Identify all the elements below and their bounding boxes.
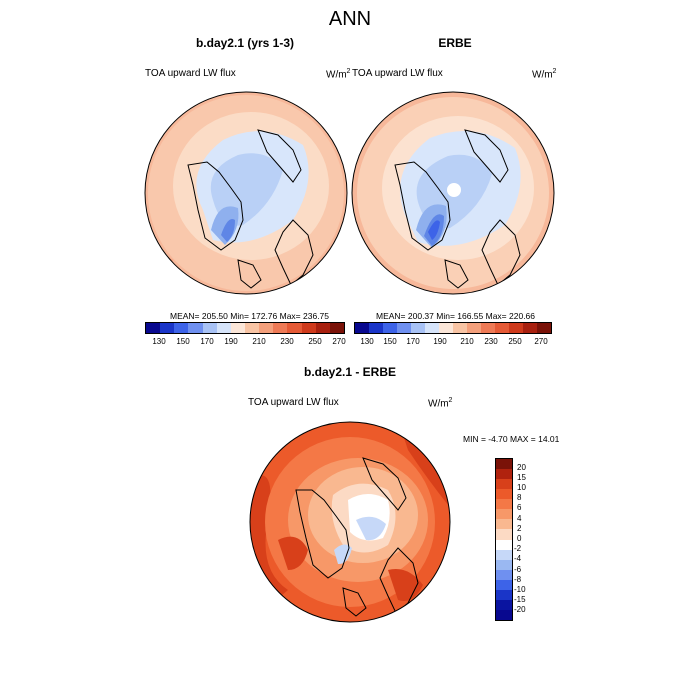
colorbar-swatch xyxy=(496,589,512,600)
colorbar-label: -20 xyxy=(514,605,526,614)
colorbar-swatch xyxy=(160,323,175,333)
colorbar-label: 2 xyxy=(517,524,522,533)
colorbar-swatch xyxy=(496,549,512,560)
colorbar-swatch xyxy=(244,323,260,333)
colorbar-swatch xyxy=(355,323,369,333)
colorbar-label: 170 xyxy=(200,337,214,346)
colorbar-swatch xyxy=(453,323,467,333)
colorbar-label: -10 xyxy=(514,585,526,594)
colorbar-swatch xyxy=(383,323,397,333)
colorbar-swatch xyxy=(481,323,495,333)
colorbar-label: 10 xyxy=(517,483,526,492)
colorbar-swatch xyxy=(496,599,512,610)
colorbar-label: -2 xyxy=(514,544,522,553)
colorbar-swatch xyxy=(411,323,425,333)
colorbar-label: 6 xyxy=(517,503,522,512)
colorbar-label: -8 xyxy=(514,575,522,584)
panel-2-variable: TOA upward LW flux xyxy=(352,68,443,79)
panel-2-units: W/m2 xyxy=(532,68,557,81)
colorbar-label: 230 xyxy=(484,337,498,346)
colorbar-swatch xyxy=(397,323,411,333)
panel-1-units: W/m2 xyxy=(326,68,351,81)
colorbar-swatch xyxy=(496,579,512,590)
colorbar-label: 150 xyxy=(383,337,397,346)
colorbar-swatch xyxy=(496,529,512,540)
colorbar-swatch xyxy=(496,499,512,510)
colorbar-label: 210 xyxy=(460,337,474,346)
colorbar-swatch xyxy=(523,323,537,333)
panel-1-map xyxy=(144,91,348,295)
colorbar-label: 250 xyxy=(308,337,322,346)
colorbar-swatch xyxy=(287,323,302,333)
colorbar-swatch xyxy=(496,539,512,550)
colorbar-label: 130 xyxy=(152,337,166,346)
colorbar-label: 250 xyxy=(508,337,522,346)
page-title: ANN xyxy=(328,8,372,30)
panel-2-stats: MEAN= 200.37 Min= 166.55 Max= 220.66 xyxy=(376,311,536,321)
panel-2-title: ERBE xyxy=(438,36,472,50)
panel-2-map xyxy=(351,91,555,295)
colorbar-label: 270 xyxy=(534,337,548,346)
colorbar-label: 210 xyxy=(252,337,266,346)
colorbar-swatch xyxy=(425,323,439,333)
panel-3-variable: TOA upward LW flux xyxy=(248,397,339,408)
panel-3-map xyxy=(249,421,451,623)
colorbar-swatch xyxy=(216,323,231,333)
colorbar-label: 130 xyxy=(360,337,374,346)
colorbar-label: -6 xyxy=(514,565,522,574)
colorbar-swatch xyxy=(273,323,288,333)
panel-2-colorbar xyxy=(354,322,552,334)
colorbar-label: 170 xyxy=(406,337,420,346)
colorbar-swatch xyxy=(496,609,512,620)
colorbar-label: 8 xyxy=(517,493,522,502)
colorbar-label: -15 xyxy=(514,595,526,604)
colorbar-swatch xyxy=(496,519,512,530)
colorbar-swatch xyxy=(259,323,274,333)
colorbar-swatch xyxy=(301,323,316,333)
colorbar-label: 4 xyxy=(517,514,522,523)
colorbar-swatch xyxy=(496,559,512,570)
colorbar-swatch xyxy=(439,323,453,333)
colorbar-swatch xyxy=(174,323,189,333)
panel-1-stats: MEAN= 205.50 Min= 172.76 Max= 236.75 xyxy=(170,311,330,321)
panel-1-colorbar xyxy=(145,322,345,334)
colorbar-swatch xyxy=(496,509,512,520)
colorbar-swatch xyxy=(188,323,203,333)
colorbar-swatch xyxy=(496,459,512,470)
colorbar-swatch xyxy=(496,569,512,580)
colorbar-swatch xyxy=(509,323,523,333)
colorbar-label: 0 xyxy=(517,534,522,543)
panel-3-title: b.day2.1 - ERBE xyxy=(303,365,397,379)
colorbar-label: 15 xyxy=(517,473,526,482)
colorbar-swatch xyxy=(496,489,512,500)
colorbar-label: -4 xyxy=(514,554,522,563)
panel-3-units: W/m2 xyxy=(428,397,453,410)
colorbar-swatch xyxy=(496,479,512,490)
colorbar-swatch xyxy=(230,323,245,333)
colorbar-swatch xyxy=(495,323,509,333)
colorbar-label: 20 xyxy=(517,463,526,472)
panel-1-variable: TOA upward LW flux xyxy=(145,68,236,79)
panel-1-title: b.day2.1 (yrs 1-3) xyxy=(195,36,295,50)
colorbar-swatch xyxy=(315,323,330,333)
colorbar-label: 190 xyxy=(433,337,447,346)
colorbar-label: 190 xyxy=(224,337,238,346)
colorbar-swatch xyxy=(146,323,161,333)
colorbar-swatch xyxy=(467,323,481,333)
panel-3-stats: MIN = -4.70 MAX = 14.01 xyxy=(463,434,560,444)
colorbar-label: 150 xyxy=(176,337,190,346)
colorbar-swatch xyxy=(537,323,551,333)
colorbar-swatch xyxy=(369,323,383,333)
panel-3-colorbar xyxy=(495,458,513,621)
colorbar-swatch xyxy=(202,323,217,333)
colorbar-label: 230 xyxy=(280,337,294,346)
colorbar-swatch xyxy=(496,469,512,480)
colorbar-swatch xyxy=(329,323,344,333)
colorbar-label: 270 xyxy=(332,337,346,346)
